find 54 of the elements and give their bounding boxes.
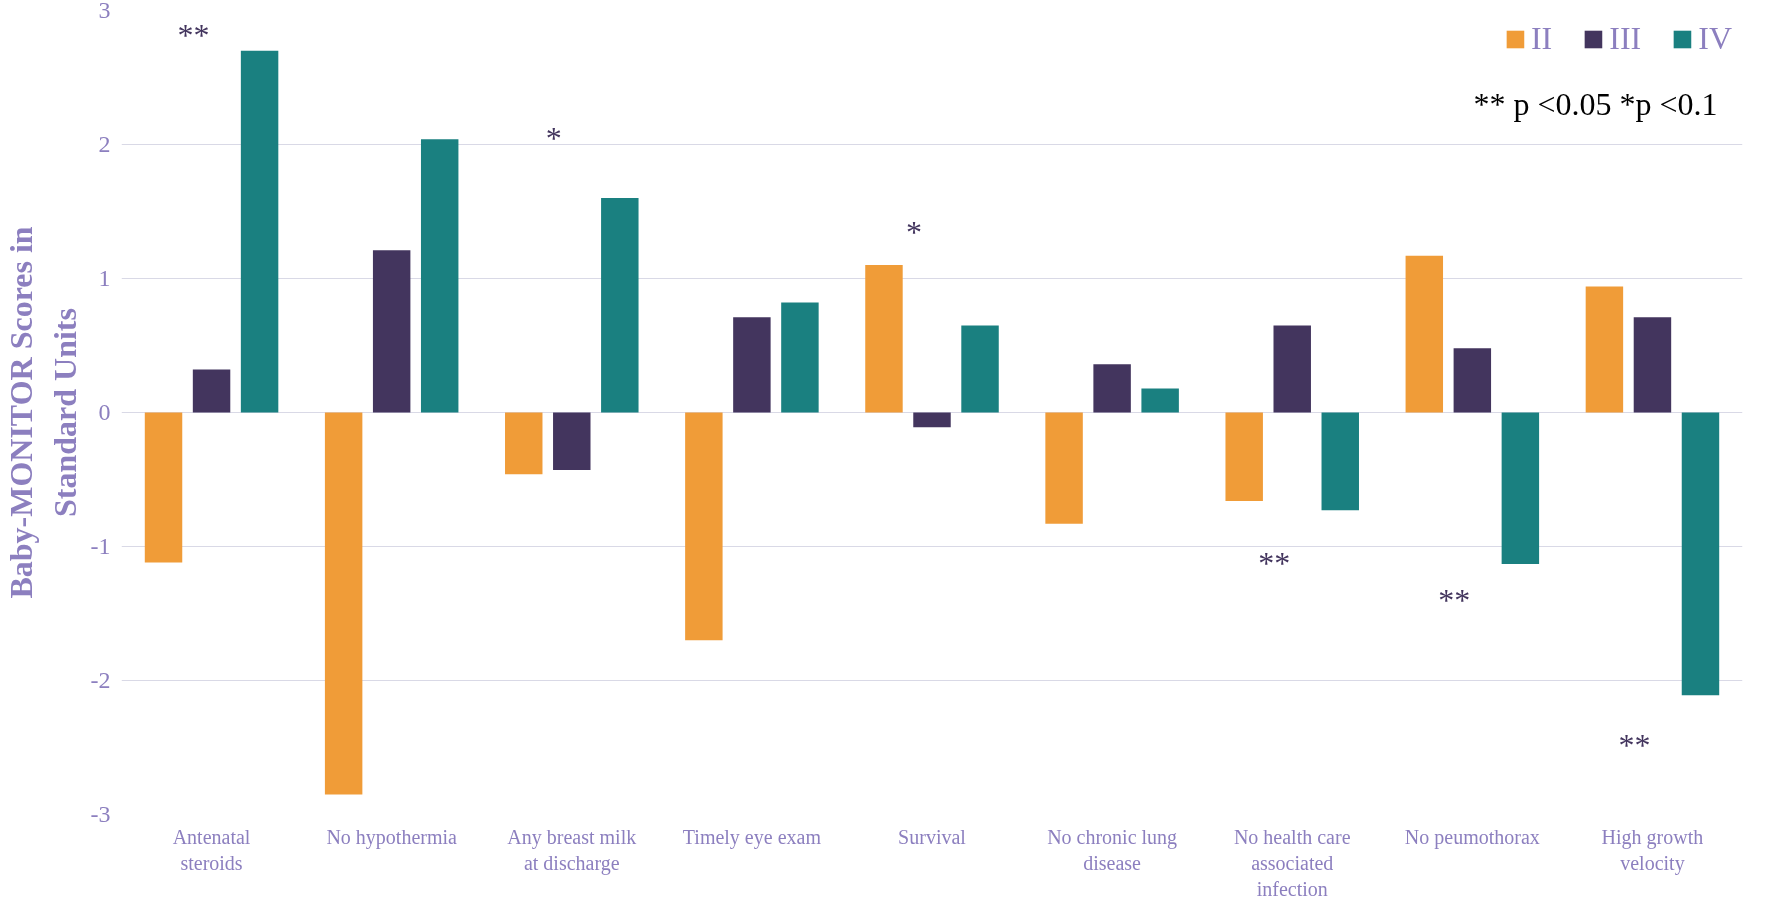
x-tick-label: No health care associated infection [1233, 825, 1351, 901]
bar [601, 198, 639, 413]
annotation: * [545, 119, 562, 156]
bar [1321, 412, 1359, 511]
bar [1141, 388, 1179, 413]
x-tick-label: Antenatal steroids [172, 825, 251, 874]
y-tick-label: -3 [90, 801, 111, 827]
bar [1501, 412, 1540, 564]
bar [1633, 317, 1672, 413]
x-tick-label: High growth velocity [1601, 825, 1704, 875]
bar [192, 369, 231, 413]
x-tick-label: Any breast milk at discharge [507, 825, 637, 875]
bar [553, 412, 591, 471]
x-tick-label: Survival [898, 825, 967, 848]
bar [144, 412, 183, 563]
bar [1273, 325, 1311, 413]
bar [505, 412, 543, 475]
bar [961, 325, 999, 413]
bar [1093, 364, 1131, 413]
y-tick-label: 2 [98, 131, 111, 157]
y-tick-label: 1 [98, 265, 111, 291]
bar [372, 250, 411, 413]
bar [1681, 412, 1720, 696]
bar [1405, 255, 1444, 413]
y-tick-label: -1 [90, 533, 111, 559]
legend-label: II [1530, 20, 1553, 57]
bar [781, 302, 819, 413]
annotation: ** [177, 16, 210, 53]
bar [913, 412, 951, 428]
y-tick-label: 0 [98, 399, 111, 425]
legend-label: III [1609, 20, 1642, 57]
bar [865, 265, 903, 413]
bar [1585, 286, 1624, 413]
bar [1225, 412, 1263, 501]
y-tick-label: 3 [98, 0, 111, 23]
bar [733, 317, 771, 413]
bar [685, 412, 723, 641]
bar [324, 412, 363, 795]
annotation: ** [1618, 726, 1651, 763]
bar [240, 50, 279, 413]
annotation: ** p <0.05 *p <0.1 [1473, 86, 1718, 123]
y-tick-label: -2 [90, 667, 111, 693]
annotation: * [905, 213, 922, 250]
x-tick-label: Timely eye exam [682, 825, 822, 849]
legend-label: IV [1698, 20, 1732, 57]
bar [420, 139, 459, 413]
annotation: ** [1438, 582, 1471, 619]
x-tick-label: No peumothorax [1404, 825, 1540, 849]
bar [1045, 412, 1083, 524]
bar [1453, 348, 1492, 413]
x-tick-label: No hypothermia [326, 825, 458, 849]
x-tick-label: No chronic lung disease [1047, 825, 1178, 874]
annotation: ** [1258, 544, 1291, 581]
y-axis-title: Baby-MONITOR Scores in Standard Units [3, 226, 83, 599]
